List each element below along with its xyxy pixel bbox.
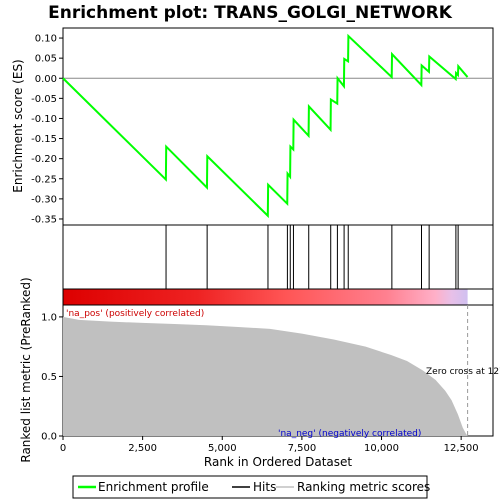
hit-lines <box>165 225 459 289</box>
es-panel-frame <box>62 27 494 226</box>
x-tick-label: 5,000 <box>208 443 237 454</box>
es-y-tick-label: -0.20 <box>31 154 57 165</box>
rank-color-bar <box>62 288 494 306</box>
neg-correlated-label: 'na_neg' (negatively correlated) <box>278 429 421 439</box>
es-y-axis: 0.10 0.05 0.00 -0.05 -0.10 -0.15 -0.20 -0.25 -0.… <box>31 34 63 225</box>
legend-metric-label: Ranking metric scores <box>297 480 430 494</box>
legend: Enrichment profile Hits Ranking metric s… <box>72 475 430 499</box>
x-axis-label: Rank in Ordered Dataset <box>204 455 352 469</box>
metric-y-tick-label: 1.0 <box>41 312 57 323</box>
es-y-tick-label: 0.05 <box>35 54 57 65</box>
ranking-metric-area <box>63 316 468 436</box>
zero-cross-label: Zero cross at 12703 <box>426 367 500 377</box>
legend-hits-label: Hits <box>253 480 276 494</box>
es-panel: 0.10 0.05 0.00 -0.05 -0.10 -0.15 -0.20 -0.25 -0.… <box>11 27 494 226</box>
es-y-tick-label: 0.10 <box>35 34 57 45</box>
es-y-label: Enrichment score (ES) <box>11 59 25 192</box>
x-tick-label: 0 <box>60 443 66 454</box>
pos-correlated-label: 'na_pos' (positively correlated) <box>66 309 204 319</box>
enrichment-profile-line <box>62 33 469 219</box>
es-y-tick-label: 0.00 <box>35 74 57 85</box>
es-y-tick-label: -0.15 <box>31 134 57 145</box>
es-y-tick-label: -0.10 <box>31 114 57 125</box>
es-y-tick-label: -0.30 <box>31 194 57 205</box>
rank-color-bar-fill <box>63 289 468 305</box>
x-axis: 0 2,500 5,000 7,500 10,000 12,500 <box>60 436 479 454</box>
x-tick-label: 7,500 <box>288 443 317 454</box>
metric-y-axis: 1.0 0.5 0.0 <box>41 312 63 443</box>
x-tick-label: 12,500 <box>444 443 479 454</box>
es-y-tick-label: -0.25 <box>31 174 57 185</box>
metric-y-label: Ranked list metric (PreRanked) <box>19 277 33 462</box>
legend-enrichment-label: Enrichment profile <box>98 480 209 494</box>
metric-panel: 1.0 0.5 0.0 'na_pos' (positively correlate… <box>19 277 500 462</box>
hits-panel-frame <box>62 224 494 290</box>
es-y-tick-label: -0.05 <box>31 94 57 105</box>
metric-y-tick-label: 0.0 <box>41 432 57 443</box>
x-tick-label: 10,000 <box>364 443 399 454</box>
es-y-tick-label: -0.35 <box>31 214 57 225</box>
chart-title: Enrichment plot: TRANS_GOLGI_NETWORK <box>48 3 453 23</box>
metric-y-tick-label: 0.5 <box>41 372 57 383</box>
hits-panel <box>62 224 494 290</box>
x-tick-label: 2,500 <box>128 443 157 454</box>
